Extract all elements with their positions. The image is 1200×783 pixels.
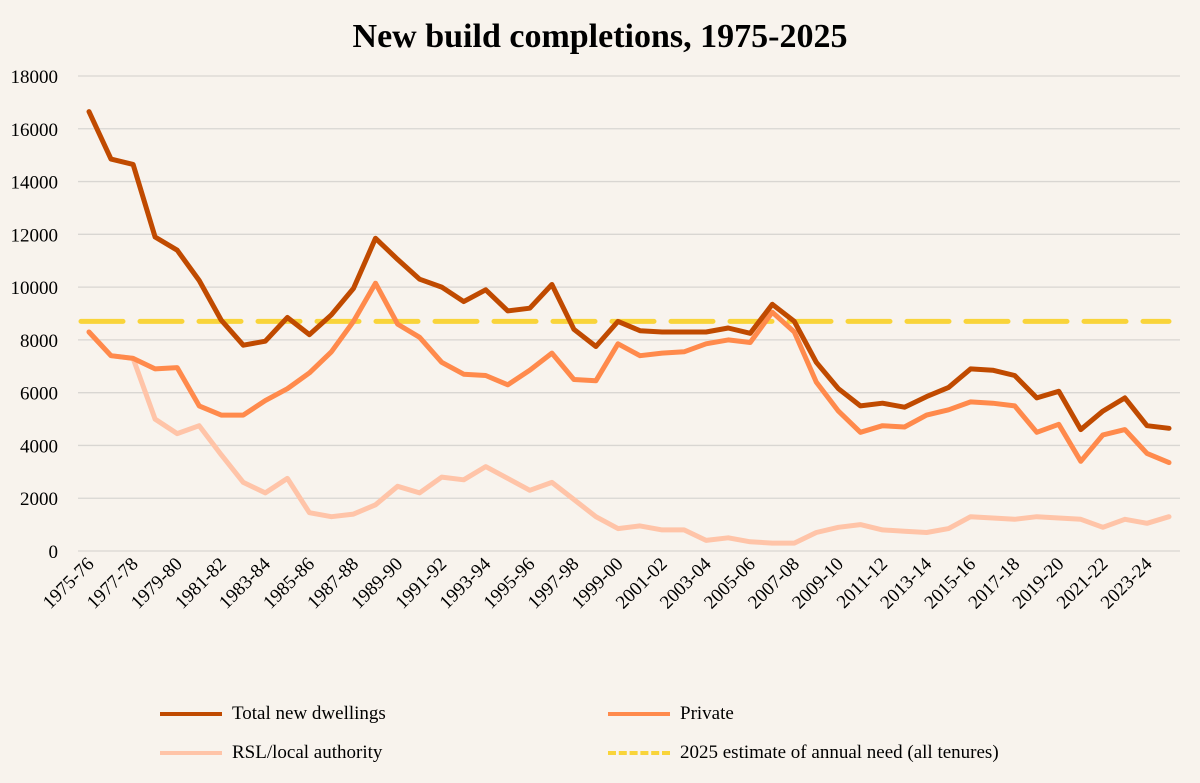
- y-tick-label: 4000: [20, 436, 58, 457]
- y-tick-label: 2000: [20, 489, 58, 510]
- legend-label: Private: [680, 703, 734, 724]
- legend-swatch: [608, 751, 670, 755]
- series-line-rsl-local-authority: [86, 329, 1172, 546]
- y-tick-label: 6000: [20, 384, 58, 405]
- legend-swatch: [160, 712, 222, 716]
- legend-label: RSL/local authority: [232, 742, 383, 763]
- x-axis-ticks: 1975-761977-781979-801981-821983-841985-…: [39, 553, 1157, 613]
- legend-label: Total new dwellings: [232, 703, 386, 724]
- series-lines: [78, 109, 1172, 546]
- y-tick-label: 8000: [20, 331, 58, 352]
- y-tick-label: 18000: [11, 67, 59, 88]
- y-tick-label: 12000: [11, 225, 59, 246]
- legend-swatch: [608, 712, 670, 716]
- legend-item-total: Total new dwellings: [160, 703, 386, 725]
- y-tick-label: 10000: [11, 278, 59, 299]
- chart-title: New build completions, 1975-2025: [352, 18, 848, 55]
- y-tick-label: 16000: [11, 120, 59, 141]
- y-tick-label: 0: [49, 542, 59, 563]
- legend-item-rsl: RSL/local authority: [160, 742, 382, 764]
- legend-item-need: 2025 estimate of annual need (all tenure…: [608, 742, 999, 764]
- gridlines: [78, 75, 1180, 552]
- legend-item-private: Private: [608, 703, 734, 725]
- series-line-total-new-dwellings: [86, 109, 1172, 433]
- y-tick-label: 14000: [11, 173, 59, 194]
- series-line-private: [86, 280, 1172, 466]
- y-axis-ticks: 0 2000 4000 6000 8000 10000 12000 14000 16000 180…: [11, 67, 59, 563]
- legend-swatch: [160, 751, 222, 755]
- legend-label: 2025 estimate of annual need (all tenure…: [680, 742, 999, 763]
